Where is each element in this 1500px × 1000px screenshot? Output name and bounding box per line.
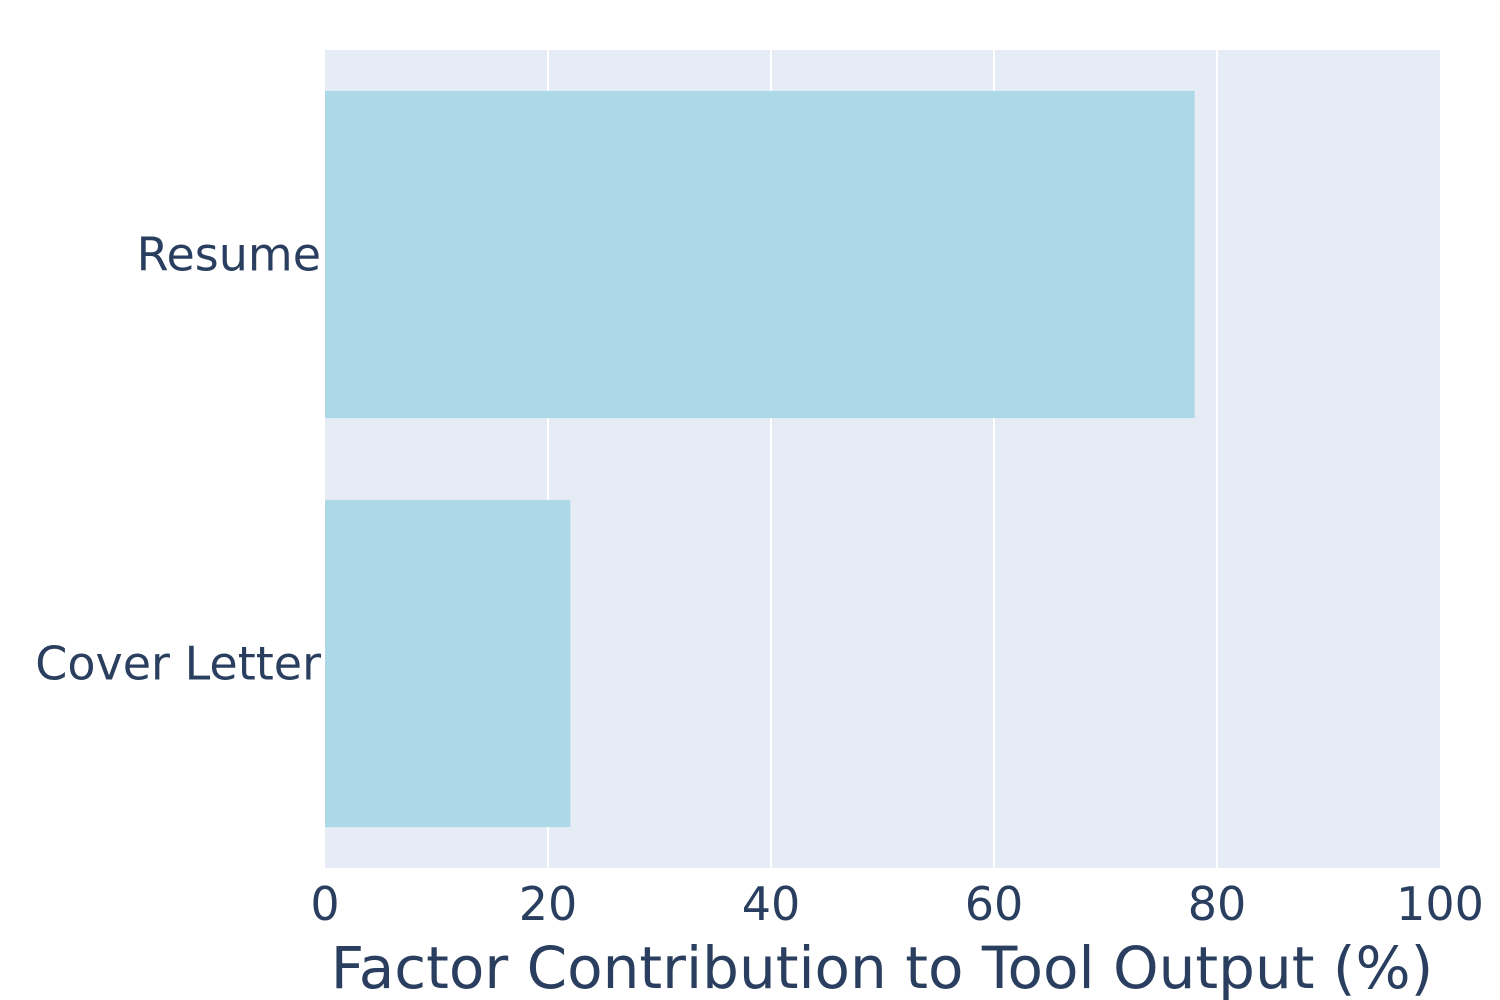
y-tick-label: Cover Letter <box>35 637 321 691</box>
x-tick-labels: 0 20 40 60 80 100 <box>310 877 1484 931</box>
y-tick-label: Resume <box>137 228 321 282</box>
y-tick-labels: Resume Cover Letter <box>35 228 321 691</box>
bar-cover-letter <box>325 499 571 828</box>
x-tick-label: 60 <box>965 877 1024 931</box>
x-tick-label: 0 <box>310 877 339 931</box>
x-tick-label: 40 <box>742 877 801 931</box>
bar-resume <box>325 90 1195 419</box>
x-axis-title: Factor Contribution to Tool Output (%) <box>331 934 1434 1000</box>
x-tick-label: 100 <box>1396 877 1484 931</box>
x-tick-label: 80 <box>1188 877 1247 931</box>
bars <box>325 90 1195 828</box>
x-tick-label: 20 <box>519 877 578 931</box>
